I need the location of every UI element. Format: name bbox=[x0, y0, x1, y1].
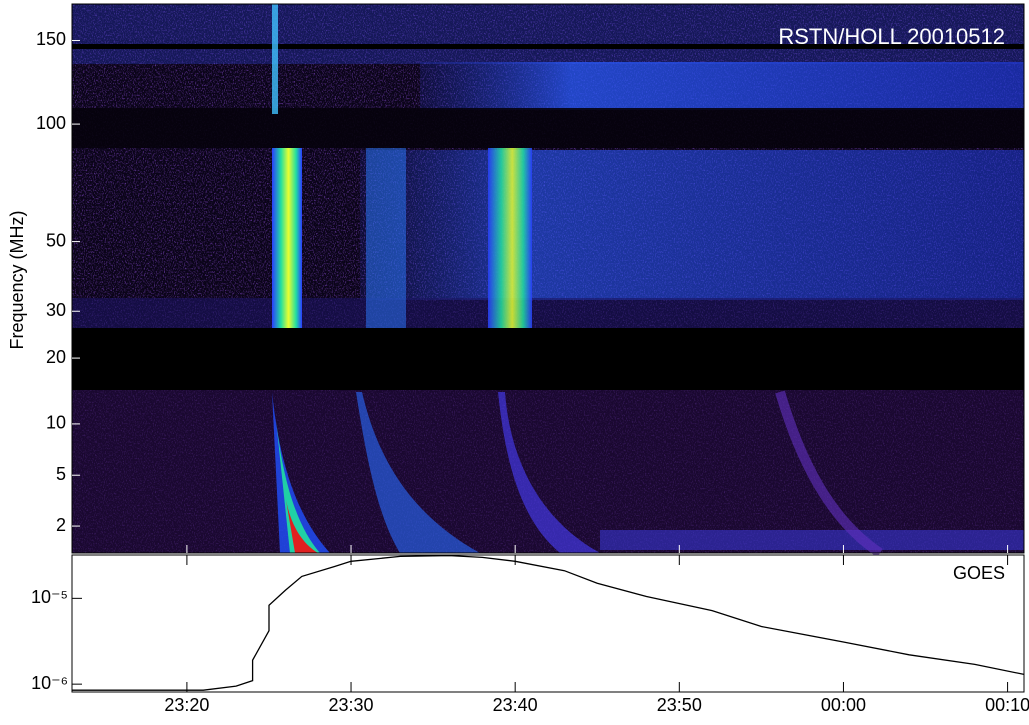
goes-frame bbox=[71, 554, 1025, 693]
x-tick-label: 00:00 bbox=[821, 695, 866, 715]
x-tick-label: 23:30 bbox=[329, 695, 374, 715]
y-tick-label: 150 bbox=[36, 29, 66, 49]
y-tick-label: 20 bbox=[46, 347, 66, 367]
y-tick-label: 100 bbox=[36, 113, 66, 133]
goes-curve bbox=[72, 554, 1025, 691]
x-tick-label: 23:40 bbox=[493, 695, 538, 715]
y-axis-label: Frequency (MHz) bbox=[7, 210, 27, 349]
spectrogram-frame bbox=[71, 3, 1025, 554]
y-tick-label: 10⁻⁶ bbox=[31, 673, 68, 693]
y-tick-label: 10 bbox=[46, 413, 66, 433]
y-tick-label: 2 bbox=[56, 515, 66, 535]
x-tick-label: 23:50 bbox=[657, 695, 702, 715]
y-tick-label: 10⁻⁵ bbox=[31, 587, 68, 607]
chart-title: RSTN/HOLL 20010512 bbox=[778, 24, 1005, 49]
x-tick-label: 23:20 bbox=[164, 695, 209, 715]
y-tick-label: 30 bbox=[46, 300, 66, 320]
y-tick-label: 50 bbox=[46, 230, 66, 250]
y-tick-label: 5 bbox=[56, 464, 66, 484]
x-tick-label: 00:10 bbox=[985, 695, 1029, 715]
spectrogram-image bbox=[72, 4, 1024, 558]
annotation: GOES bbox=[953, 563, 1005, 583]
